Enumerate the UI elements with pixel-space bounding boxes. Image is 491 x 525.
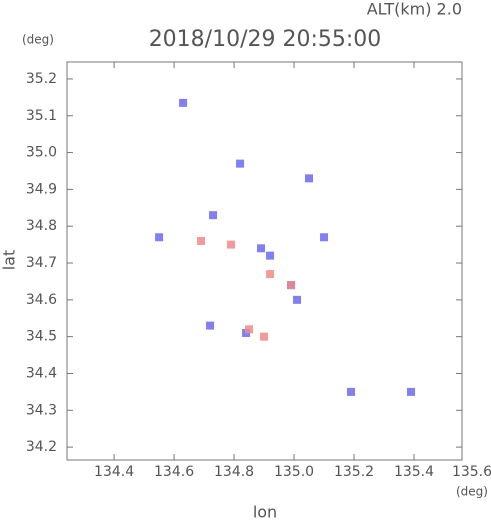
y-tick-label: 34.3 [26,402,57,418]
radar-echo [266,251,275,260]
radar-echo [236,159,245,168]
y-tick-label: 35.1 [26,108,57,124]
radar-echo [209,211,218,220]
radar-echo [245,325,254,334]
radar-echo [197,236,206,245]
y-tick-label: 35.0 [26,145,57,161]
radar-echo [305,174,314,183]
x-tick-label: 134.6 [154,464,194,480]
x-unit: (deg) [456,485,488,499]
radar-echo [155,233,164,242]
x-tick-label: 134.8 [214,464,254,480]
radar-echo [347,387,356,396]
chart-subtitle: ALT(km) 2.0 [367,0,462,19]
x-tick-label: 135.4 [394,464,434,480]
chart-title: 2018/10/29 20:55:00 [149,27,382,52]
y-tick-label: 35.2 [26,71,57,87]
radar-echo [257,244,266,253]
y-tick-label: 34.2 [26,439,57,455]
radar-echo [320,233,329,242]
x-tick-label: 135.6 [452,464,491,480]
y-axis-label: lat [0,250,19,271]
radar-echo [227,240,236,249]
radar-echo [293,295,302,304]
radar-echo [206,321,215,330]
radar-echo [179,98,188,107]
y-tick-label: 34.9 [26,181,57,197]
radar-echo [260,332,269,341]
radar-echo [287,281,296,290]
x-tick-label: 134.4 [94,464,134,480]
radar-echo [407,387,416,396]
y-tick-label: 34.8 [26,218,57,234]
y-tick-label: 34.7 [26,255,57,271]
y-tick-label: 34.5 [26,329,57,345]
x-axis-label: lon [253,503,277,522]
x-tick-label: 135.2 [334,464,374,480]
y-unit: (deg) [22,33,54,47]
radar-echo [266,270,275,279]
y-tick-label: 34.4 [26,365,57,381]
x-tick-label: 135.0 [274,464,314,480]
plot-frame [66,61,463,461]
y-tick-label: 34.6 [26,292,57,308]
